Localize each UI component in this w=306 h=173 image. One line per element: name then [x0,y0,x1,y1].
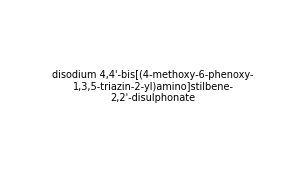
Text: disodium 4,4'-bis[(4-methoxy-6-phenoxy-
1,3,5-triazin-2-yl)amino]stilbene-
2,2'-: disodium 4,4'-bis[(4-methoxy-6-phenoxy- … [52,70,254,103]
